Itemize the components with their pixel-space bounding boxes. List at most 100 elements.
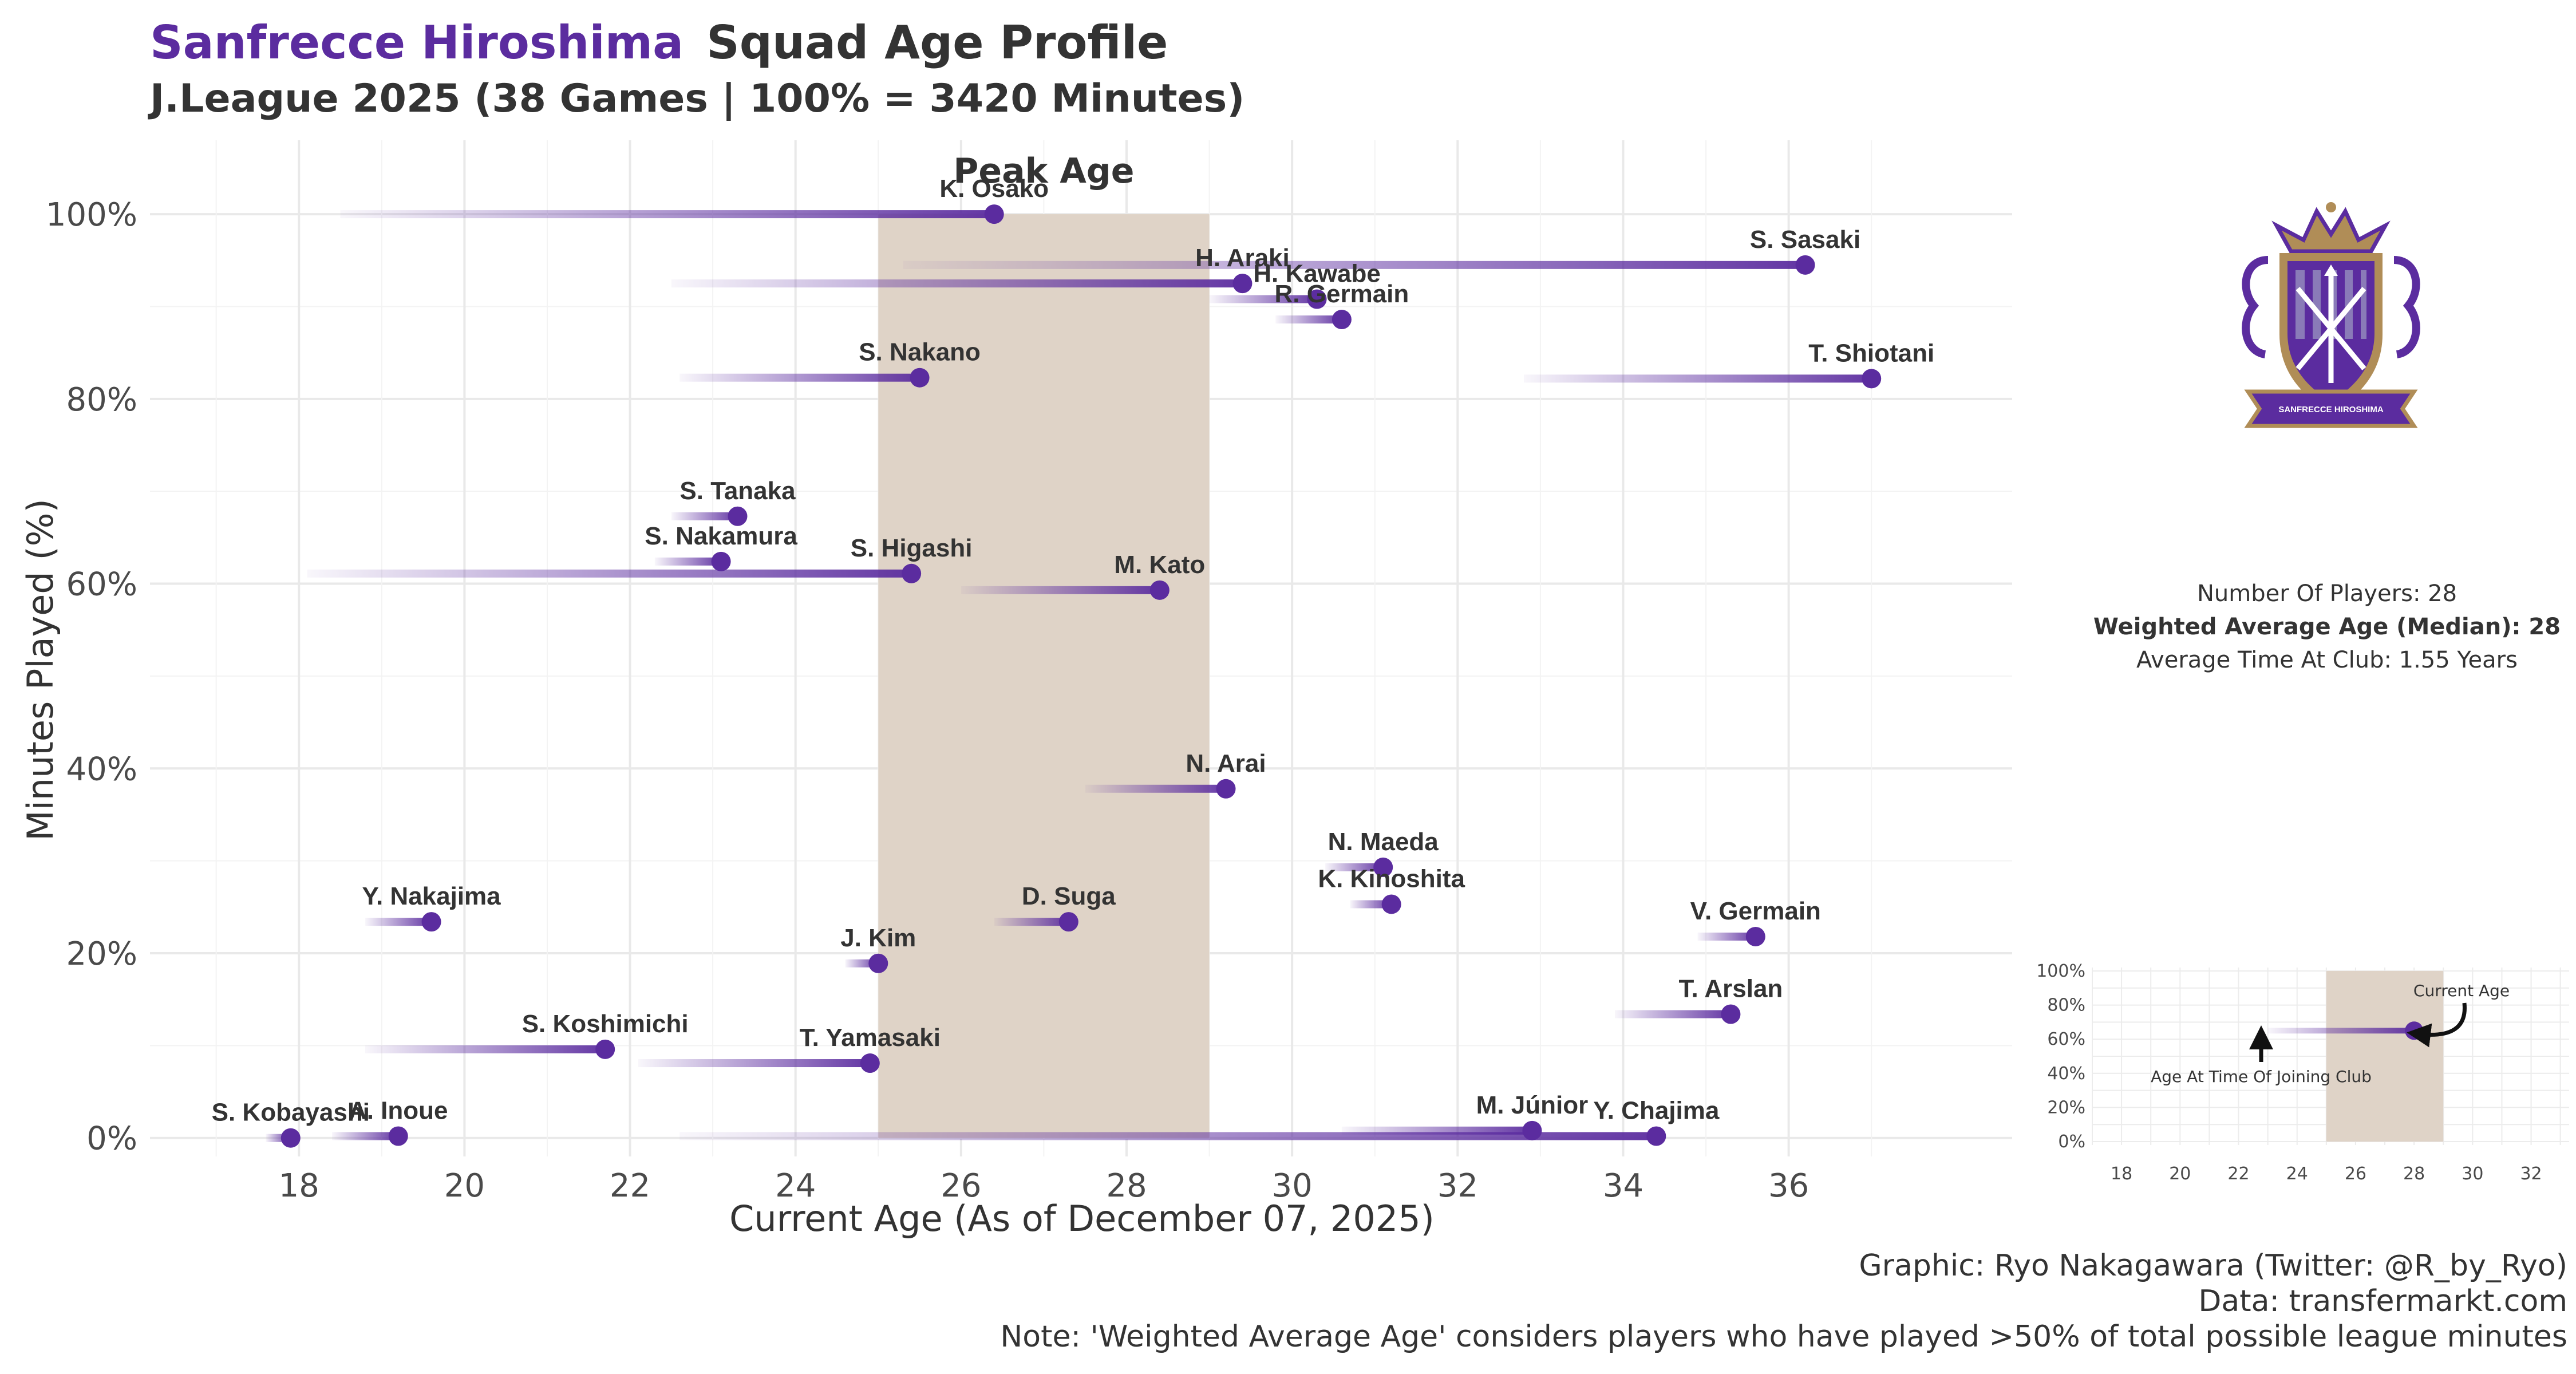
inset-point: [2405, 1021, 2424, 1040]
y-tick-label: 0%: [86, 1120, 137, 1158]
player-point: [1795, 255, 1815, 275]
tenure-segment: [671, 279, 1243, 288]
tenure-segment: [307, 569, 912, 578]
legend-inset-chart: 18 20 22 24 26 28 30 32 0% 20% 40% 60% 80% 100%: [2036, 961, 2569, 1184]
inset-y-tick: 60%: [2047, 1029, 2085, 1049]
tenure-segment: [638, 1059, 870, 1068]
x-tick-label: 36: [1768, 1167, 1809, 1205]
player-point: [1232, 274, 1253, 294]
y-tick-label: 60%: [66, 566, 137, 603]
x-tick-label: 24: [775, 1167, 816, 1205]
player-point: [711, 551, 731, 571]
tenure-segment: [903, 260, 1805, 269]
player-point: [1149, 580, 1170, 600]
player-label: N. Maeda: [1328, 828, 1439, 856]
inset-x-tick: 20: [2169, 1164, 2191, 1184]
tenure-segment: [332, 1132, 398, 1140]
player-point: [1216, 779, 1236, 799]
tenure-segment: [365, 918, 432, 926]
inset-x-tick: 22: [2227, 1164, 2249, 1184]
player-point: [1381, 894, 1401, 914]
player-label: K. Osako: [939, 175, 1049, 203]
inset-x-tick: 18: [2111, 1164, 2132, 1184]
player-label: R. Germain: [1275, 280, 1409, 308]
player-point: [868, 953, 888, 973]
player-label: Y. Chajima: [1593, 1097, 1720, 1125]
tenure-segment: [1523, 374, 1872, 383]
player-label: H. Kawabe: [1253, 260, 1381, 288]
player-point: [1307, 289, 1327, 309]
x-axis-title: Current Age (As of December 07, 2025): [729, 1198, 1435, 1239]
inset-y-tick: 40%: [2047, 1064, 2085, 1084]
club-crest-icon: SANFRECCE HIROSHIMA: [2242, 202, 2420, 428]
tenure-segment: [1085, 784, 1226, 793]
current-age-arrow-icon: [2407, 1002, 2467, 1048]
tenure-segment: [994, 918, 1069, 926]
y-tick-label: 20%: [66, 935, 137, 973]
player-label: S. Nakamura: [645, 522, 797, 550]
tenure-segment: [679, 373, 920, 382]
player-point: [860, 1053, 880, 1073]
inset-joining-label: Age At Time Of Joining Club: [2151, 1067, 2372, 1086]
player-label: S. Kobayashi: [212, 1099, 370, 1127]
inset-x-tick: 28: [2403, 1164, 2425, 1184]
x-tick-label: 28: [1106, 1167, 1147, 1205]
caption-data: Data: transfermarkt.com: [2198, 1284, 2567, 1318]
chart-title: Sanfrecce Hiroshima Squad Age Profile: [150, 16, 1168, 69]
x-tick-label: 26: [941, 1167, 981, 1205]
player-point: [1646, 1126, 1666, 1146]
crest-text: SANFRECCE HIROSHIMA: [2278, 405, 2384, 414]
inset-x-tick: 30: [2462, 1164, 2483, 1184]
tenure-segment: [1350, 900, 1392, 909]
y-axis-title: Minutes Played (%): [19, 499, 61, 841]
tenure-segment: [671, 512, 738, 520]
player-label: S. Koshimichi: [522, 1010, 689, 1038]
player-point: [1862, 369, 1882, 389]
player-point: [1745, 926, 1765, 946]
player-point: [1373, 857, 1393, 877]
player-point: [421, 912, 441, 932]
tenure-segment: [1697, 932, 1756, 941]
stat-weighted-age: Weighted Average Age (Median): 28: [2093, 614, 2561, 640]
player-label: A. Inoue: [349, 1097, 448, 1125]
caption-note: Note: 'Weighted Average Age' considers p…: [1000, 1320, 2567, 1354]
inset-y-tick: 20%: [2047, 1097, 2085, 1118]
inset-x-tick: 32: [2520, 1164, 2542, 1184]
player-label: H. Araki: [1195, 244, 1290, 272]
player-label: T. Arslan: [1679, 975, 1783, 1003]
player-point: [728, 506, 748, 526]
player-point: [984, 204, 1004, 224]
x-tick-label: 32: [1437, 1167, 1478, 1205]
inset-segment: [2267, 1028, 2415, 1034]
player-point: [595, 1039, 615, 1059]
player-label: S. Tanaka: [679, 477, 796, 505]
axis-ticks: 18 20 22 24 26 28 30 32 34 36 0% 20% 40% 60% 80% 100%: [46, 196, 1809, 1205]
inset-y-tick: 100%: [2036, 961, 2085, 981]
peak-age-band: [878, 214, 1210, 1138]
inset-peak-band: [2326, 970, 2444, 1142]
player-points: [280, 204, 1882, 1148]
inset-y-tick: 0%: [2058, 1132, 2085, 1152]
y-tick-label: 100%: [46, 196, 137, 234]
player-point: [280, 1128, 301, 1148]
player-label: S. Sasaki: [1750, 226, 1860, 254]
tenure-segment: [1615, 1010, 1731, 1018]
player-point: [902, 563, 922, 583]
y-tick-label: 80%: [66, 381, 137, 418]
x-tick-label: 18: [279, 1167, 319, 1205]
peak-age-band-group: Peak Age: [878, 151, 1210, 1138]
tenure-segment: [654, 557, 721, 566]
tenure-segment: [961, 586, 1160, 594]
x-tick-label: 34: [1603, 1167, 1643, 1205]
tenure-segment: [1275, 315, 1342, 324]
player-label: M. Júnior: [1476, 1091, 1589, 1119]
player-label: V. Germain: [1690, 897, 1821, 925]
tenure-segment: [1325, 863, 1384, 871]
player-point: [388, 1126, 408, 1146]
chart-subtitle: J.League 2025 (38 Games | 100% = 3420 Mi…: [148, 76, 1244, 121]
player-label: S. Higashi: [851, 534, 973, 562]
peak-age-label: Peak Age: [953, 151, 1134, 191]
inset-y-tick: 80%: [2047, 996, 2085, 1016]
